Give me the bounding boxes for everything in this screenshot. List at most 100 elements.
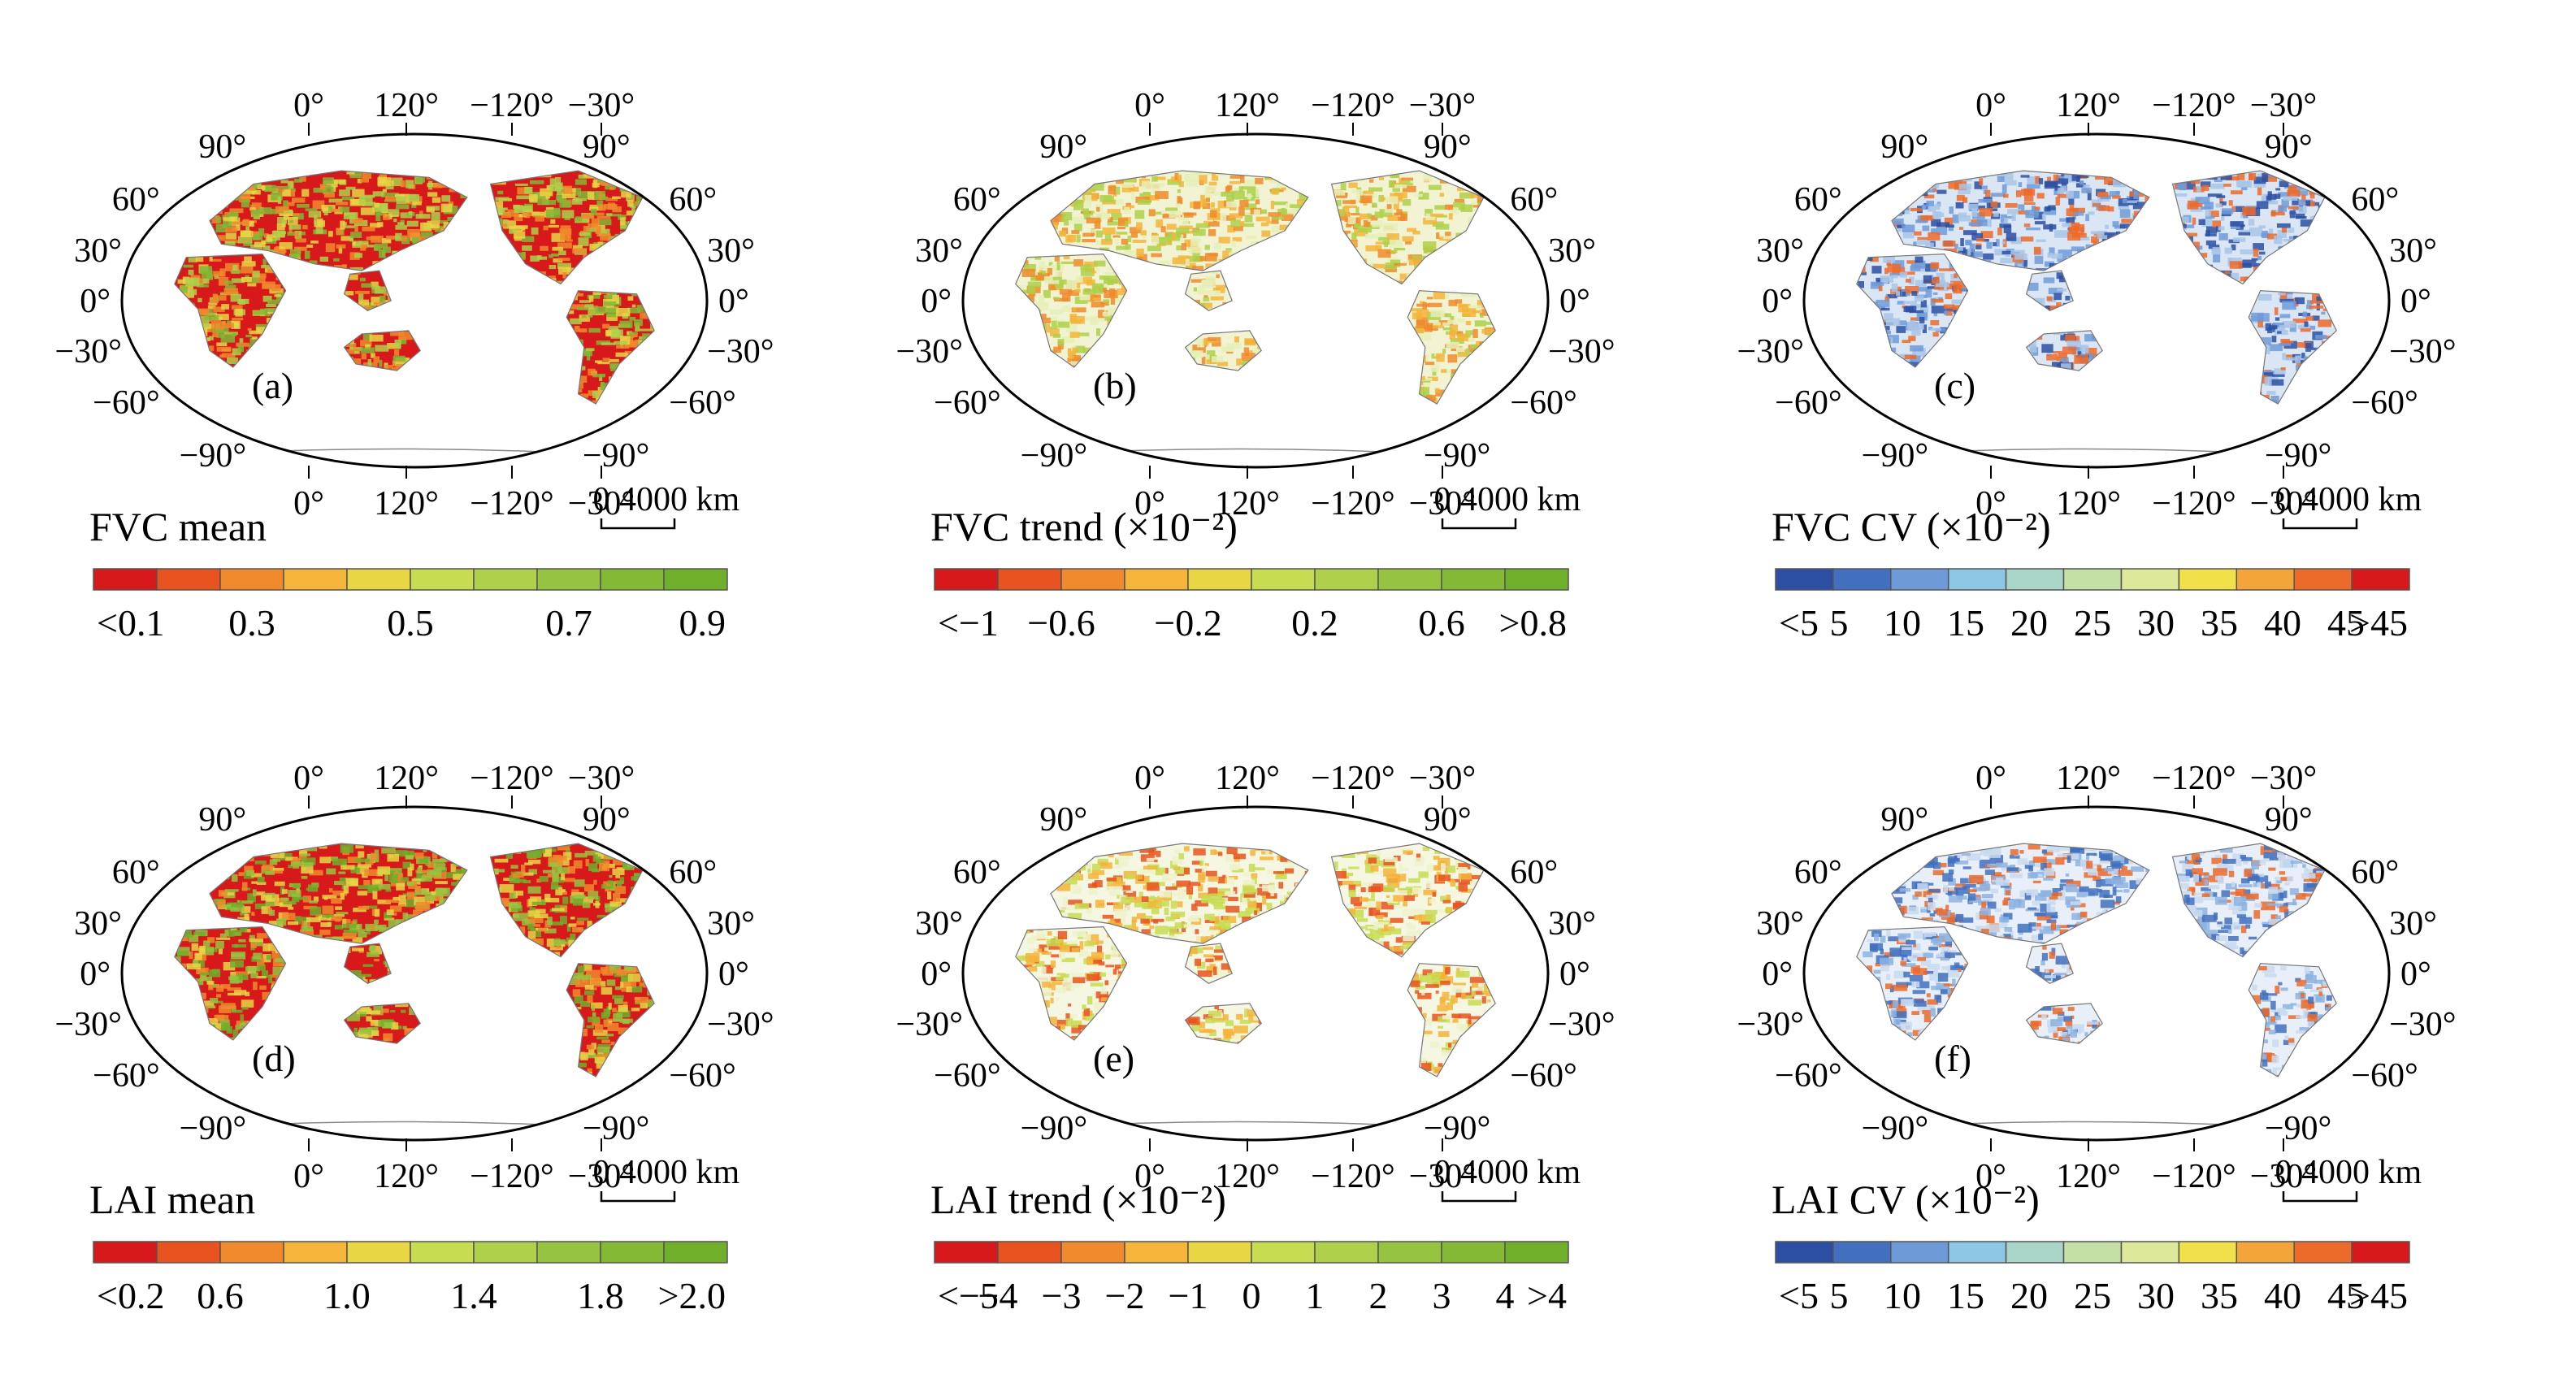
lat-label-right: 30° (2389, 905, 2437, 943)
legend-swatch (1441, 1241, 1506, 1264)
legend-swatch (1947, 1241, 2007, 1264)
scale-bar-end: 4000 km (619, 1154, 740, 1191)
legend-tick-label: 0 (1242, 1275, 1261, 1316)
lat-label-right: −90° (583, 437, 649, 475)
legend-swatch (934, 568, 999, 591)
legend-tick-label: >45 (2349, 602, 2408, 644)
legend-swatch (2120, 1241, 2180, 1264)
lat-label-right: −60° (1510, 384, 1576, 422)
lon-label-bottom: −30° (568, 1158, 635, 1195)
scale-bar-end: 4000 km (2301, 481, 2422, 518)
scale-bar-start: 0 (1434, 481, 1451, 518)
panel-label: (b) (1093, 365, 1137, 406)
legend-swatch (1060, 1241, 1125, 1264)
lon-label-bottom: −120° (1311, 1158, 1394, 1195)
lon-label-top: −120° (2152, 87, 2236, 124)
legend-swatch (600, 1241, 665, 1264)
lat-label-right: −90° (1424, 1110, 1490, 1147)
lat-label-right: 0° (1559, 283, 1590, 320)
lat-label-left: −30° (896, 1006, 962, 1043)
panel-d: 0° 0° 120° 120° −120° −120° −30° −30° 90° 90° 60° 6… (54, 760, 774, 1316)
lon-label-bottom: −120° (470, 1158, 553, 1195)
legend-swatch (283, 1241, 348, 1264)
legend-swatch (1187, 1241, 1252, 1264)
color-legend: <0.1 0.3 0.5 0.7 0.9 (93, 568, 728, 644)
lat-label-right: −30° (1548, 1006, 1615, 1043)
lon-label-bottom: −30° (1409, 485, 1476, 522)
lat-label-right: −90° (583, 1110, 649, 1147)
legend-tick-label: 1.4 (450, 1275, 497, 1316)
legend-swatch (2005, 568, 2065, 591)
lon-label-top: 0° (293, 760, 324, 797)
lon-label-bottom: −120° (2152, 1158, 2236, 1195)
legend-tick-label: 35 (2201, 1275, 2238, 1316)
legend-swatch (663, 568, 728, 591)
landmass-north-america (2171, 843, 2326, 958)
map-d (122, 807, 707, 1140)
lon-label-bottom: 120° (374, 485, 439, 522)
lat-label-right: −60° (2351, 1057, 2418, 1095)
legend-title: LAI CV (×10⁻²) (1772, 1177, 2040, 1222)
lon-label-top: −30° (2250, 760, 2317, 797)
legend-swatch (1832, 568, 1892, 591)
legend-swatch (1251, 1241, 1316, 1264)
lon-label-bottom: −30° (1409, 1158, 1476, 1195)
landmass-africa (1856, 926, 1969, 1041)
legend-tick-label: 25 (2074, 1275, 2111, 1316)
legend-swatch (1377, 568, 1442, 591)
legend-swatch (1124, 568, 1189, 591)
lat-label-right: −60° (669, 1057, 735, 1095)
lat-label-right: −30° (707, 333, 774, 371)
lat-label-right: −60° (669, 384, 735, 422)
map-b (963, 134, 1548, 467)
landmass-australia (2025, 330, 2103, 371)
legend-swatch (2293, 1241, 2353, 1264)
legend-tick-label: 1 (1306, 1275, 1325, 1316)
lat-label-left: 30° (915, 232, 963, 270)
lat-label-left: −90° (180, 1110, 246, 1147)
legend-swatch (1060, 568, 1125, 591)
legend-tick-label: 20 (2010, 1275, 2048, 1316)
scale-bar: 0 4000 km (593, 481, 740, 530)
lat-label-left: −30° (54, 333, 121, 371)
lon-label-top: 120° (2056, 760, 2121, 797)
lat-label-left: −60° (1775, 384, 1841, 422)
lat-label-left: 0° (80, 283, 111, 320)
lon-label-top: −30° (568, 87, 635, 124)
legend-swatch (2178, 1241, 2238, 1264)
lon-label-bottom: 0° (293, 1158, 324, 1195)
legend-tick-label: <0.2 (97, 1275, 164, 1316)
lat-label-left: 30° (74, 905, 122, 943)
scale-bar-end: 4000 km (1460, 481, 1581, 518)
lat-label-right: 0° (718, 956, 749, 993)
legend-tick-label: 15 (1947, 1275, 1984, 1316)
legend-swatch (2351, 1241, 2410, 1264)
lon-label-top: 0° (1134, 87, 1165, 124)
legend-tick-label: 0.7 (545, 602, 592, 644)
lat-label-right: −30° (2389, 1006, 2456, 1043)
lat-label-right: 0° (2400, 283, 2431, 320)
legend-title: FVC mean (89, 504, 267, 549)
lat-label-right: 60° (1510, 854, 1558, 891)
legend-swatch (2236, 568, 2295, 591)
lat-label-right: −90° (2265, 437, 2331, 475)
legend-tick-label: 2 (1369, 1275, 1388, 1316)
scale-bar: 0 4000 km (2275, 1154, 2422, 1203)
legend-title: FVC trend (×10⁻²) (930, 504, 1238, 549)
legend-swatch (283, 568, 348, 591)
lat-label-left: −90° (1021, 1110, 1087, 1147)
lon-label-top: −120° (1311, 87, 1394, 124)
map-e (963, 807, 1548, 1140)
legend-tick-label: 4 (1496, 1275, 1515, 1316)
lat-label-left: −30° (896, 333, 962, 371)
lat-label-right: 90° (2265, 801, 2313, 839)
lat-label-left: −90° (1862, 1110, 1928, 1147)
legend-swatch (2120, 568, 2180, 591)
lat-label-right: −30° (2389, 333, 2456, 371)
legend-swatch (1775, 568, 1834, 591)
lat-label-left: 60° (112, 854, 160, 891)
legend-tick-label: 5 (1830, 1275, 1849, 1316)
legend-swatch (663, 1241, 728, 1264)
lon-label-bottom: −120° (2152, 485, 2236, 522)
